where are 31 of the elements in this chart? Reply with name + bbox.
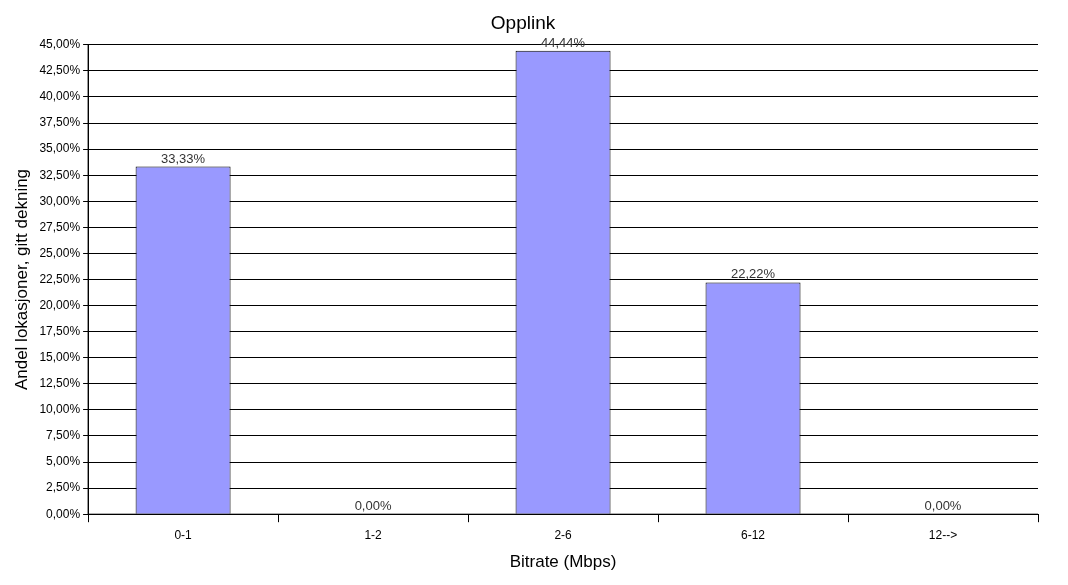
y-tick-label: 15,00% (39, 350, 81, 365)
y-tick-label: 20,00% (39, 297, 81, 312)
y-tick-label: 2,50% (46, 480, 81, 495)
y-tick-label: 25,00% (39, 245, 81, 260)
y-tick-label: 32,50% (39, 167, 81, 182)
y-tick-label: 10,00% (39, 402, 81, 417)
x-tick-label: 6-12 (741, 527, 766, 542)
y-tick-label: 27,50% (39, 219, 81, 234)
x-tick-label: 12--> (928, 527, 958, 542)
y-tick-label: 40,00% (39, 89, 81, 104)
y-tick-label: 45,00% (39, 37, 81, 52)
y-tick-label: 5,00% (46, 454, 81, 469)
y-tick-label: 42,50% (39, 63, 81, 78)
data-label: 33,33% (161, 150, 206, 166)
y-tick-label: 12,50% (39, 376, 81, 391)
data-label: 0,00% (354, 498, 392, 514)
data-label: 0,00% (924, 498, 962, 514)
y-tick-label: 37,50% (39, 115, 81, 130)
chart-title: Opplink (490, 11, 556, 33)
x-tick-label: 0-1 (174, 527, 193, 542)
x-axis-title: Bitrate (Mbps) (509, 552, 617, 572)
x-tick-label: 2-6 (554, 527, 573, 542)
x-tick-label: 1-2 (364, 527, 383, 542)
y-tick-label: 7,50% (46, 428, 81, 443)
y-tick-label: 0,00% (46, 506, 81, 521)
y-axis-title: Andel lokasjoner, gitt dekning (11, 168, 31, 391)
y-tick-label: 17,50% (39, 323, 81, 338)
y-tick-label: 35,00% (39, 141, 81, 156)
y-tick-label: 30,00% (39, 193, 81, 208)
data-label: 22,22% (730, 266, 776, 282)
y-tick-label: 22,50% (39, 271, 81, 286)
